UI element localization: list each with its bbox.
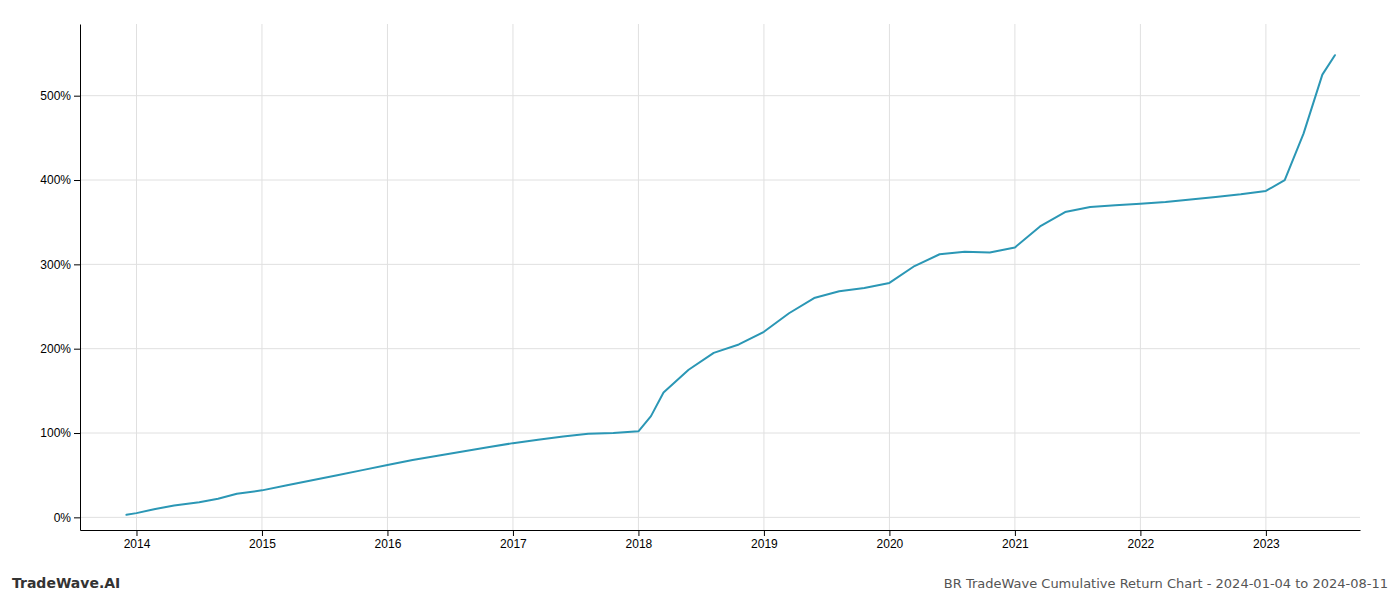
x-tick: 2016 xyxy=(375,530,402,551)
title: BR TradeWave Cumulative Return Chart - 2… xyxy=(944,576,1388,591)
x-tick-mark xyxy=(889,530,890,536)
y-tick: 400% xyxy=(40,173,80,187)
y-tick-mark xyxy=(74,180,80,181)
y-tick-label: 400% xyxy=(40,173,71,187)
grid-line-x xyxy=(763,24,764,530)
chart-container: 2014 2015 2016 2017 2018 2019 2020 2021 2022 2023… xyxy=(0,0,1400,600)
y-tick-mark xyxy=(74,433,80,434)
y-tick: 300% xyxy=(40,258,80,272)
grid-line-y xyxy=(80,517,1360,518)
y-tick: 0% xyxy=(54,511,80,525)
watermark: TradeWave.AI xyxy=(12,575,120,591)
grid-line-x xyxy=(1140,24,1141,530)
x-tick-label: 2020 xyxy=(877,537,904,551)
y-axis-line xyxy=(80,25,81,531)
grid-line-x xyxy=(136,24,137,530)
x-tick: 2020 xyxy=(877,530,904,551)
y-tick: 100% xyxy=(40,426,80,440)
x-tick-label: 2016 xyxy=(375,537,402,551)
x-tick-label: 2023 xyxy=(1253,537,1280,551)
grid-line-x xyxy=(1265,24,1266,530)
x-tick-label: 2014 xyxy=(124,537,151,551)
x-tick: 2019 xyxy=(751,530,778,551)
plot-area: 2014 2015 2016 2017 2018 2019 2020 2021 2022 2023… xyxy=(40,24,1360,551)
y-tick-label: 0% xyxy=(54,511,72,525)
grid-line-x xyxy=(261,24,262,530)
y-tick-label: 500% xyxy=(40,89,71,103)
x-tick-mark xyxy=(764,530,765,536)
x-tick-mark xyxy=(262,530,263,536)
y-tick-mark xyxy=(74,96,80,97)
y-axis: 0% 100% 200% 300% 400% 500% xyxy=(40,25,80,531)
marks xyxy=(126,55,1334,515)
y-tick: 500% xyxy=(40,89,80,103)
line xyxy=(126,55,1334,515)
grid-line-x xyxy=(1014,24,1015,530)
chart-svg: 2014 2015 2016 2017 2018 2019 2020 2021 2022 2023… xyxy=(0,0,1400,600)
grid-line-x xyxy=(387,24,388,530)
texts: TradeWave.AI BR TradeWave Cumulative Retu… xyxy=(12,575,1388,591)
y-tick-mark xyxy=(74,264,80,265)
x-tick: 2023 xyxy=(1253,530,1280,551)
grid-line-y xyxy=(80,348,1360,349)
grid-line-x xyxy=(889,24,890,530)
grid-line-x xyxy=(512,24,513,530)
x-tick-mark xyxy=(387,530,388,536)
x-tick-mark xyxy=(513,530,514,536)
x-tick: 2022 xyxy=(1128,530,1155,551)
x-tick: 2017 xyxy=(500,530,527,551)
grid-line-y xyxy=(80,180,1360,181)
x-axis: 2014 2015 2016 2017 2018 2019 2020 2021 2022 2023 xyxy=(81,530,1361,551)
y-tick-mark xyxy=(74,517,80,518)
x-tick: 2021 xyxy=(1002,530,1029,551)
y-tick-label: 200% xyxy=(40,342,71,356)
grid-line-y xyxy=(80,264,1360,265)
x-tick: 2015 xyxy=(249,530,276,551)
y-tick-label: 100% xyxy=(40,426,71,440)
x-tick-label: 2019 xyxy=(751,537,778,551)
x-axis-line xyxy=(81,530,1361,531)
y-tick-mark xyxy=(74,349,80,350)
y-tick-label: 300% xyxy=(40,258,71,272)
x-tick-label: 2018 xyxy=(626,537,653,551)
grid-line-y xyxy=(80,95,1360,96)
x-tick-label: 2022 xyxy=(1128,537,1155,551)
grid-line-y xyxy=(80,433,1360,434)
x-tick-label: 2017 xyxy=(500,537,527,551)
x-tick-label: 2015 xyxy=(249,537,276,551)
x-tick-mark xyxy=(638,530,639,536)
x-tick: 2018 xyxy=(626,530,653,551)
x-tick-label: 2021 xyxy=(1002,537,1029,551)
y-tick: 200% xyxy=(40,342,80,356)
grid-line-x xyxy=(638,24,639,530)
x-tick: 2014 xyxy=(124,530,151,551)
grid xyxy=(80,24,1360,530)
x-tick-mark xyxy=(136,530,137,536)
x-tick-mark xyxy=(1140,530,1141,536)
x-tick-mark xyxy=(1266,530,1267,536)
x-tick-mark xyxy=(1015,530,1016,536)
